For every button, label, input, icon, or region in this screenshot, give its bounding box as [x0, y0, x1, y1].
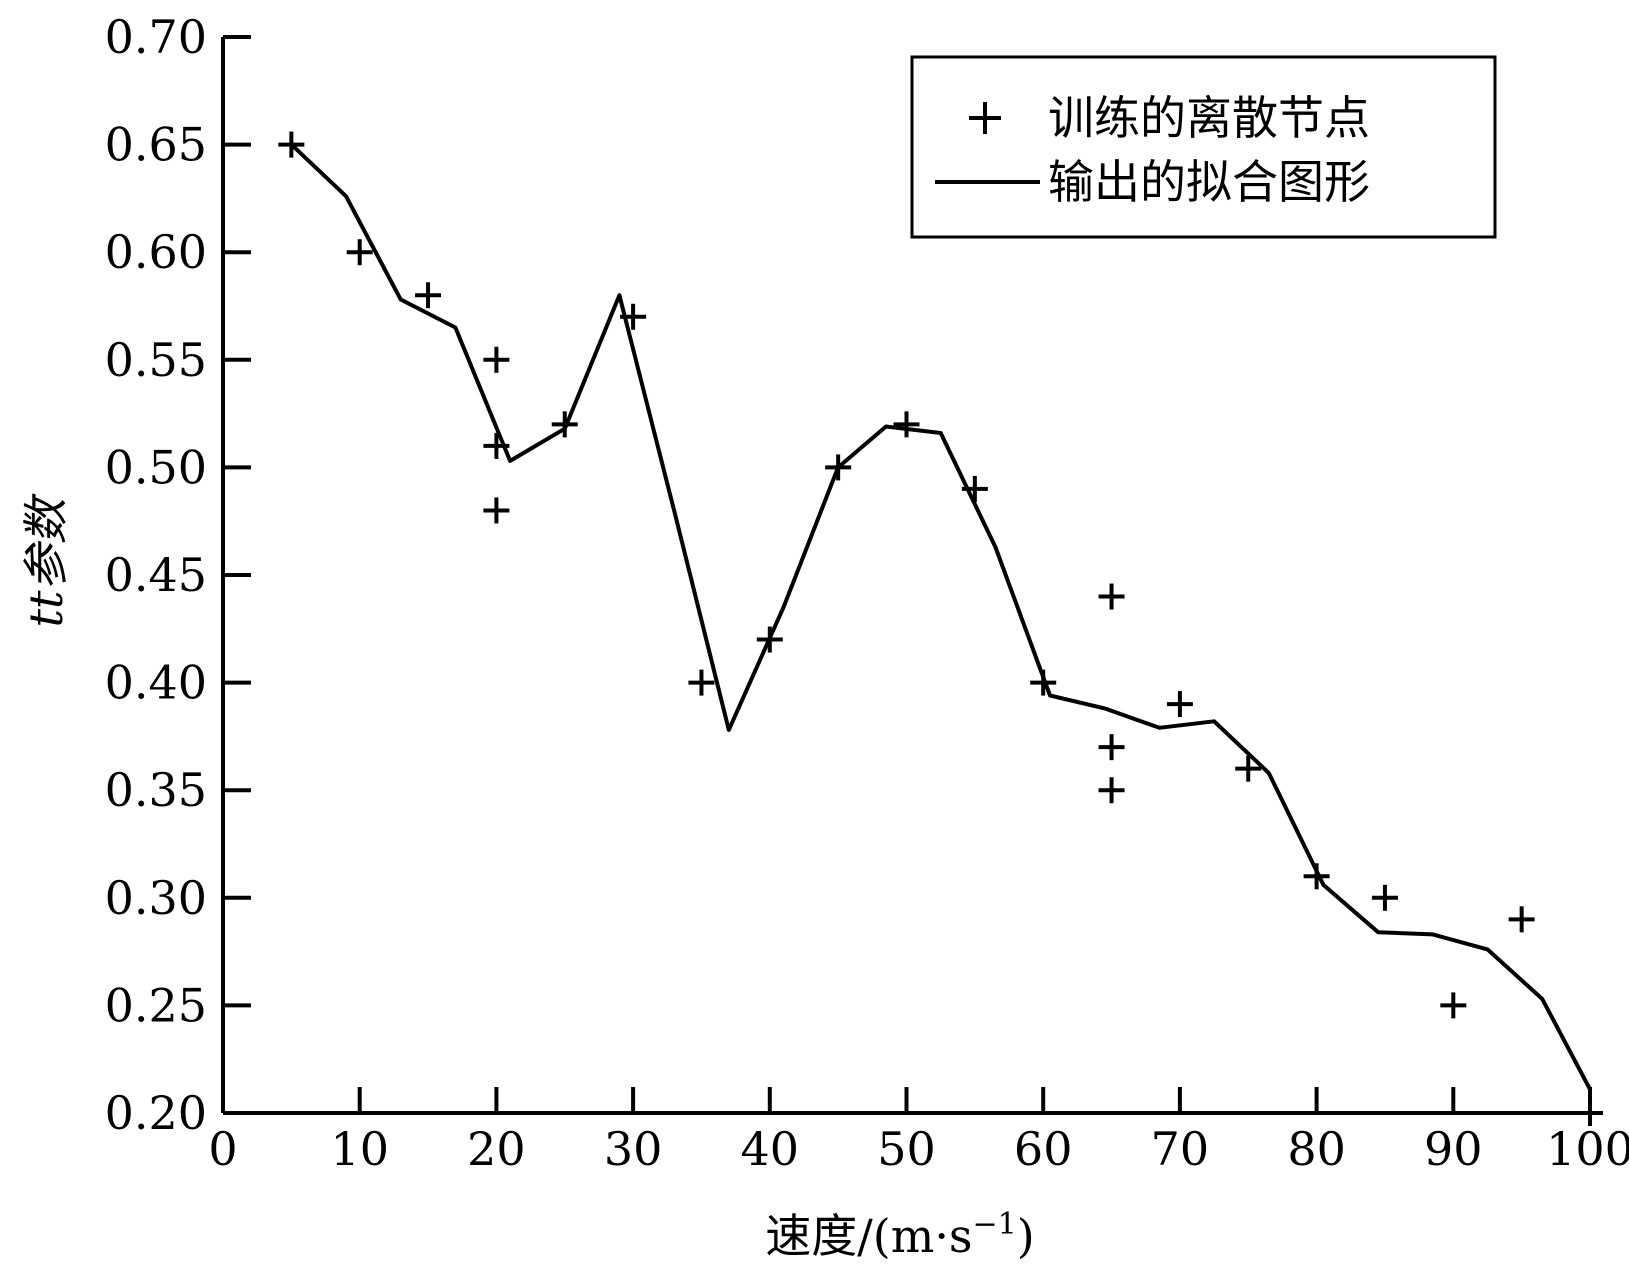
x-axis-label-superscript: −1	[973, 1207, 1017, 1242]
y-tick-label: 0.25	[105, 978, 207, 1032]
series-layer	[278, 131, 1603, 1126]
y-tick-label: 0.20	[105, 1086, 207, 1140]
x-axis-label-close: )	[1017, 1209, 1035, 1263]
training-node-point	[1303, 863, 1330, 890]
y-tick-label: 0.30	[105, 871, 207, 925]
x-tick-label: 10	[330, 1122, 389, 1176]
legend-box	[910, 55, 1497, 239]
training-node-point	[825, 454, 852, 481]
x-axis-label: 速度/(m·s−1)	[765, 1207, 1034, 1263]
x-tick-label: 90	[1424, 1122, 1483, 1176]
y-axis-label: tt参数	[19, 493, 73, 628]
y-tick-label: 0.60	[105, 225, 207, 279]
y-tick-label: 0.50	[105, 440, 207, 494]
x-tick-label: 30	[604, 1122, 663, 1176]
y-tick-label: 0.40	[105, 656, 207, 710]
x-axis-label-main: 速度/(m·s	[765, 1209, 972, 1263]
legend-plus-marker	[969, 102, 1001, 134]
training-node-point	[688, 669, 715, 696]
training-node-point	[893, 411, 920, 438]
y-tick-label: 0.35	[105, 763, 207, 817]
legend-label-line: 输出的拟合图形	[1048, 155, 1370, 209]
fitted-curve-line	[290, 143, 1592, 1091]
training-node-point	[346, 239, 373, 266]
y-tick-label: 0.55	[105, 333, 207, 387]
legend-label-scatter: 训练的离散节点	[1048, 91, 1370, 145]
training-node-point	[483, 497, 510, 524]
legend-plus-icon	[969, 102, 1001, 134]
x-tick-label: 20	[467, 1122, 526, 1176]
x-tick-label: 80	[1287, 1122, 1346, 1176]
training-node-point	[1508, 906, 1535, 933]
training-node-point	[1098, 777, 1125, 804]
training-node-point	[961, 475, 988, 502]
training-node-point	[1166, 691, 1193, 718]
x-tick-label: 40	[741, 1122, 800, 1176]
training-node-point	[278, 131, 305, 158]
x-tick-label: 100	[1546, 1122, 1629, 1176]
training-node-point	[483, 432, 510, 459]
x-ticks: 0 10 20 30 40 50 60 70 80 90 100	[208, 1087, 1629, 1176]
training-node-point	[1098, 583, 1125, 610]
training-node-point	[620, 303, 647, 330]
training-node-point	[756, 626, 783, 653]
y-tick-label: 0.45	[105, 548, 207, 602]
plot-area: 0.20 0.25 0.30 0.35 0.40 0.45 0.50 0.55 0.60 0.65…	[105, 10, 1629, 1176]
x-tick-label: 60	[1014, 1122, 1073, 1176]
x-tick-label: 0	[208, 1122, 237, 1176]
training-node-point	[1030, 669, 1057, 696]
training-node-point	[1371, 884, 1398, 911]
training-node-point	[1577, 1100, 1603, 1126]
y-ticks: 0.20 0.25 0.30 0.35 0.40 0.45 0.50 0.55 0.60 0.65…	[105, 10, 251, 1140]
x-tick-label: 50	[877, 1122, 936, 1176]
legend: 训练的离散节点 输出的拟合图形	[910, 55, 1497, 239]
training-node-point	[1235, 755, 1262, 782]
x-tick-label: 70	[1151, 1122, 1210, 1176]
y-tick-label: 0.65	[105, 118, 207, 172]
training-node-point	[415, 282, 442, 309]
training-node-point	[1098, 734, 1125, 761]
training-node-point	[551, 411, 578, 438]
training-node-point	[1440, 992, 1467, 1019]
y-tick-label: 0.70	[105, 10, 207, 64]
training-node-point	[483, 346, 510, 373]
